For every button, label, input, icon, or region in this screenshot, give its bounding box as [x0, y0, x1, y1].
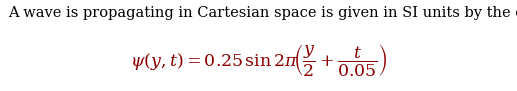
Text: A wave is propagating in Cartesian space is given in SI units by the expression: A wave is propagating in Cartesian space… — [8, 6, 517, 20]
Text: $\psi\left(y,t\right) = 0.25\,\sin 2\pi\!\left(\dfrac{y}{2}+\dfrac{t}{0.05}\righ: $\psi\left(y,t\right) = 0.25\,\sin 2\pi\… — [130, 42, 387, 78]
